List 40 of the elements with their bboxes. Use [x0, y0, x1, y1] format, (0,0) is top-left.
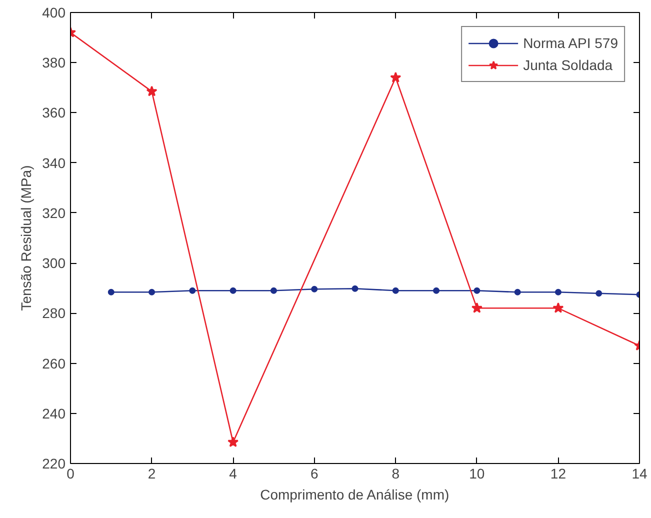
y-axis-title: Tensão Residual (MPa): [18, 165, 34, 311]
point: [230, 287, 236, 294]
point: [514, 288, 521, 296]
point: [108, 288, 114, 296]
x-axis-title: Comprimento de Análise (mm): [260, 486, 450, 502]
point: [552, 302, 564, 313]
x-tick-label: 4: [229, 466, 238, 482]
x-tick-label: 2: [148, 466, 156, 482]
x-tick-label: 10: [469, 466, 485, 482]
point: [352, 285, 358, 292]
y-tick-label: 280: [42, 305, 66, 322]
point: [189, 287, 196, 294]
point: [474, 287, 480, 294]
legend-label: Junta Soldada: [523, 57, 613, 73]
point: [471, 302, 482, 313]
x-tick-label: 12: [550, 466, 566, 482]
y-tick-label: 240: [42, 405, 66, 422]
point: [228, 436, 239, 447]
y-tick-label: 220: [42, 456, 66, 472]
point: [433, 287, 440, 294]
point: [270, 287, 277, 294]
point: [148, 288, 156, 296]
point: [554, 288, 562, 296]
point: [392, 287, 399, 294]
point: [390, 72, 402, 82]
y-tick-label: 340: [42, 154, 66, 171]
y-tick-label: 380: [42, 54, 66, 71]
x-tick-label: 6: [310, 466, 318, 482]
x-tick-label: 0: [66, 466, 75, 482]
x-tick-label: 8: [392, 466, 400, 482]
point: [596, 290, 602, 297]
x-tick-label: 14: [632, 466, 648, 482]
legend-label: Norma API 579: [523, 35, 618, 51]
y-tick-label: 300: [42, 255, 66, 272]
point: [311, 286, 318, 292]
y-tick-label: 320: [42, 204, 66, 221]
y-tick-label: 260: [42, 355, 66, 372]
point: [146, 86, 158, 96]
y-tick-label: 400: [42, 4, 66, 20]
y-tick-label: 360: [42, 104, 66, 121]
